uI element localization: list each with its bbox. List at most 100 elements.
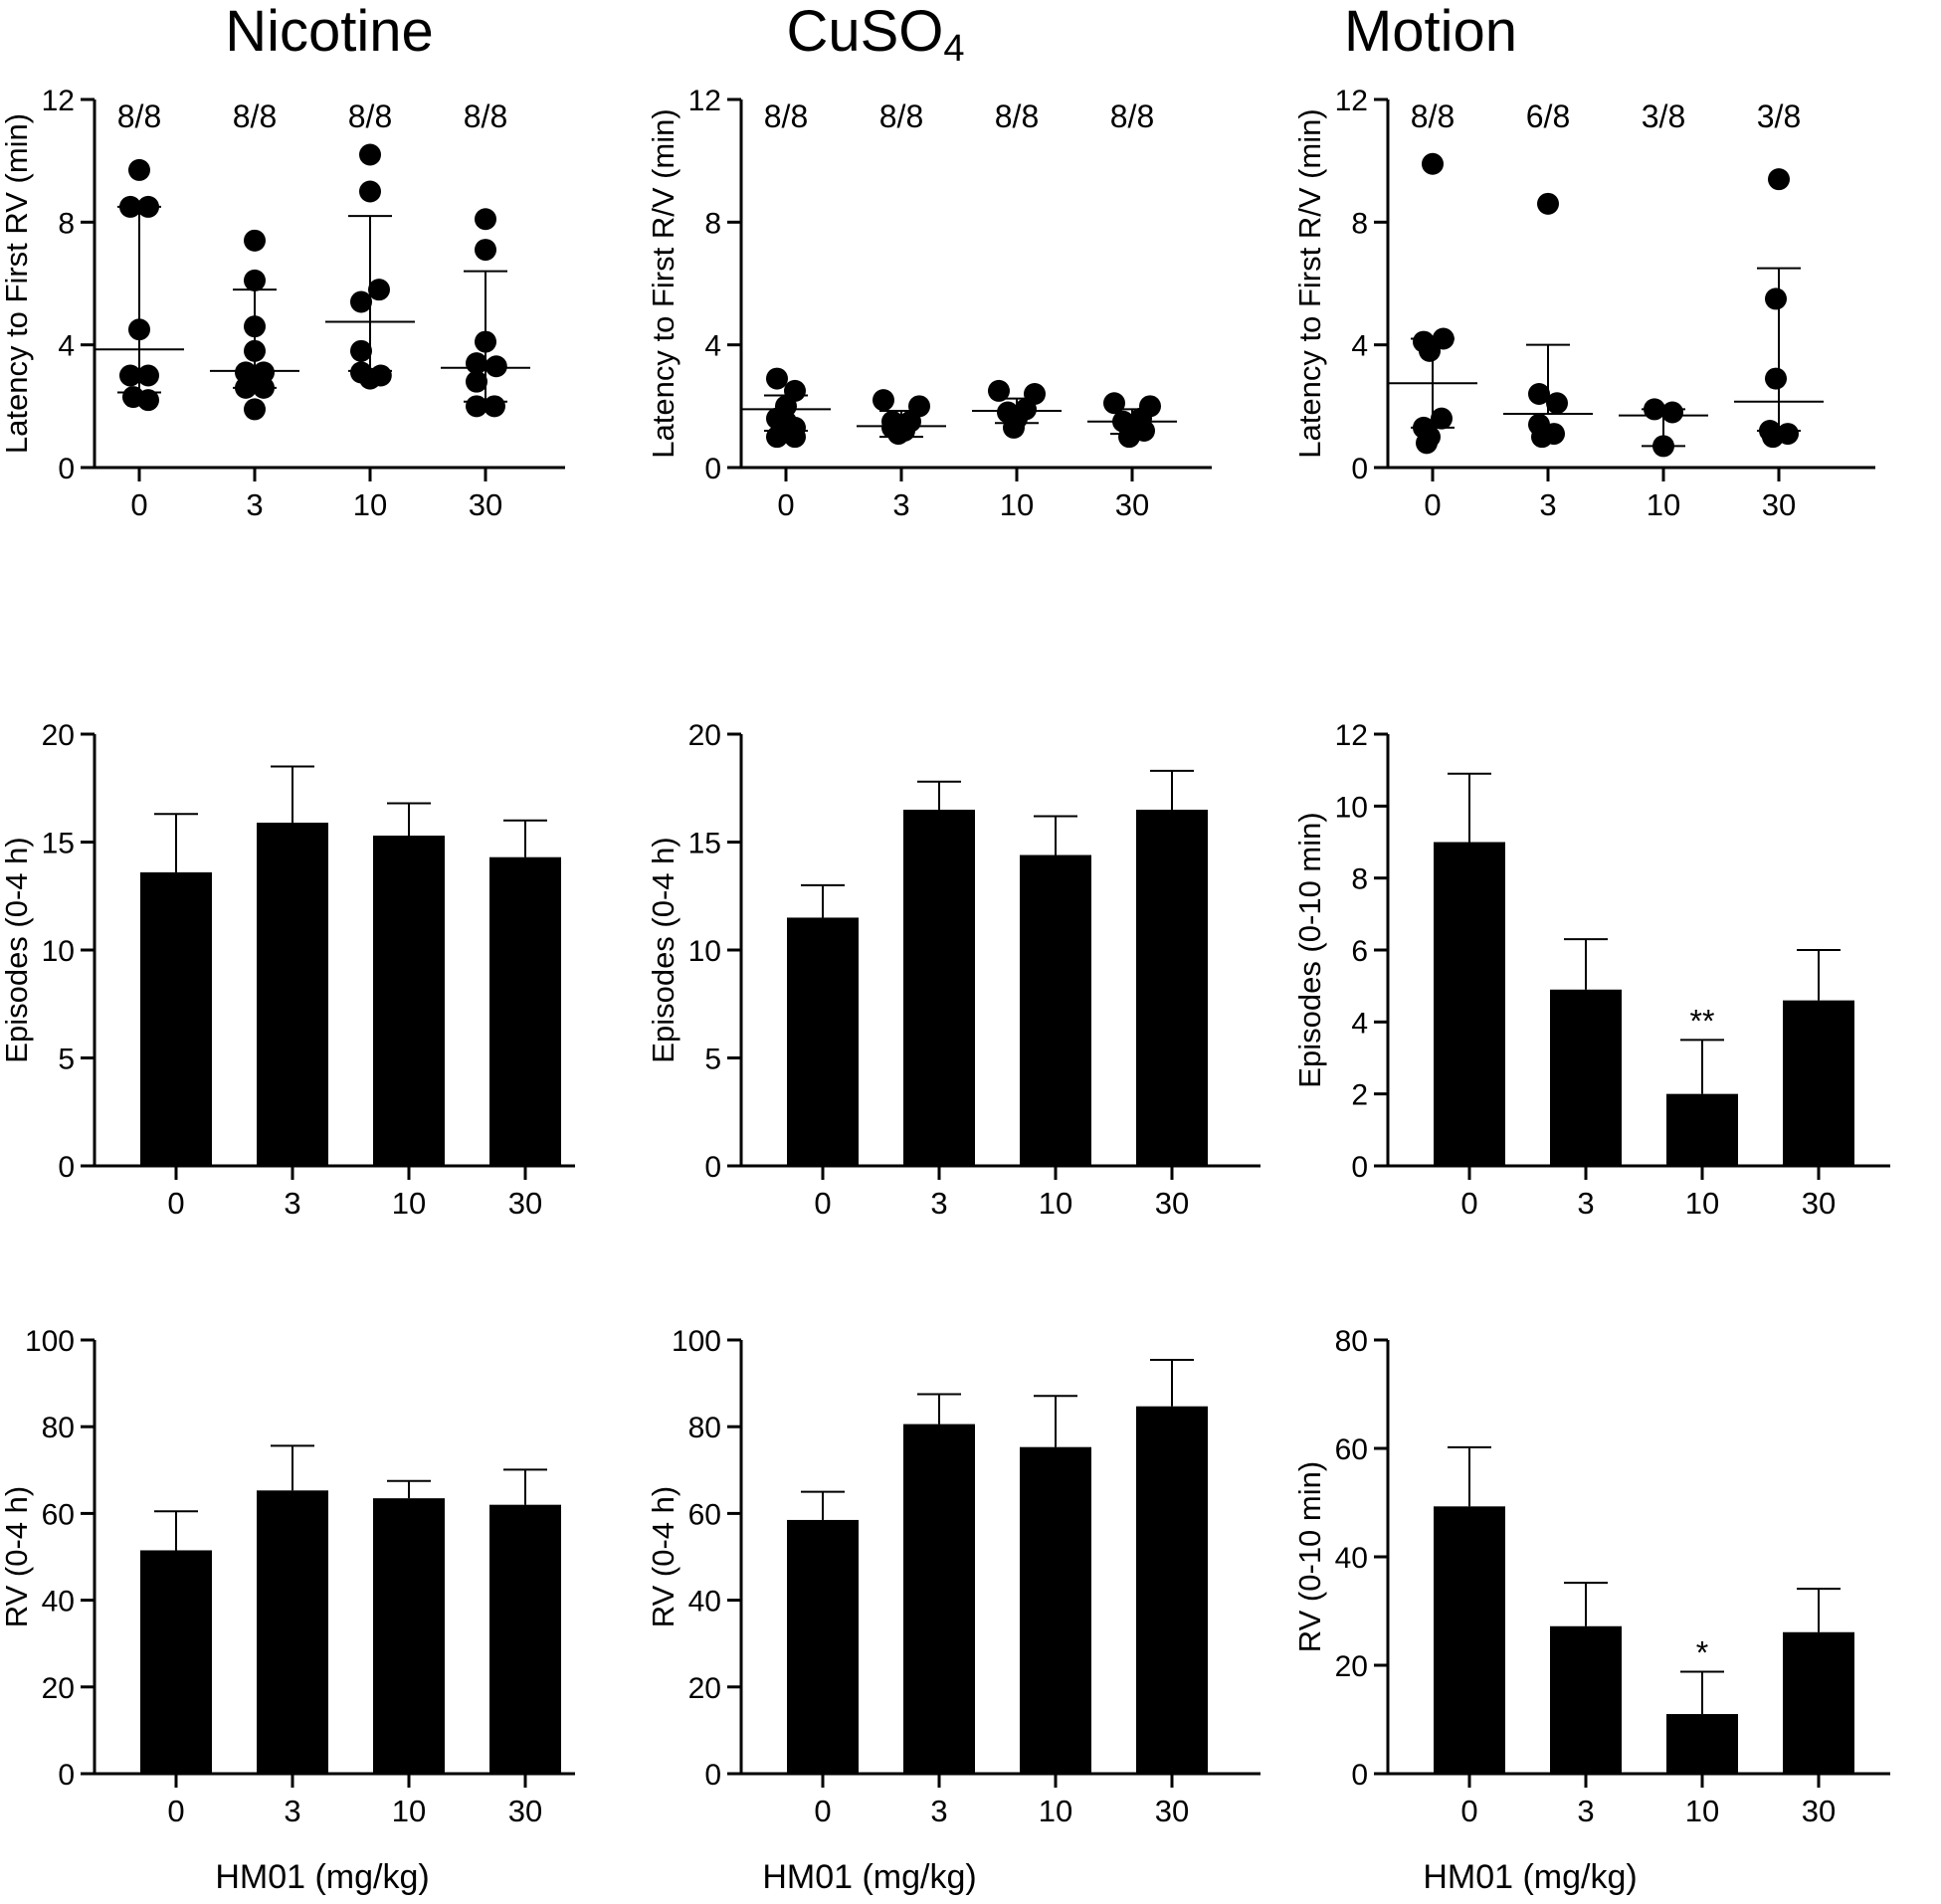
data-point (766, 367, 788, 390)
responder-count-label: 8/8 (995, 98, 1039, 134)
x-tick-label: 0 (777, 487, 794, 522)
significance-marker: ** (1690, 1003, 1715, 1039)
data-point (137, 389, 159, 412)
y-axis-title: Latency to First R/V (min) (1293, 108, 1327, 458)
x-tick-label: 3 (1539, 487, 1556, 522)
x-tick-label: 3 (1577, 1186, 1594, 1221)
data-point (988, 379, 1010, 402)
data-point (466, 370, 487, 393)
y-axis-title: Latency to First R/V (min) (647, 108, 680, 458)
y-tick-label: 5 (704, 1044, 721, 1076)
y-tick-label: 15 (688, 828, 721, 860)
bar (787, 917, 859, 1166)
chart-nicotine-rv: 0 20 40 60 80 100 0 3 10 30 RV (0-4 h) (0, 1325, 575, 1828)
y-tick-label: 10 (1335, 791, 1368, 824)
responder-count-label: 8/8 (764, 98, 808, 134)
y-tick-label: 80 (1335, 1325, 1368, 1358)
y-tick-label: 0 (704, 1759, 721, 1792)
y-tick-label: 60 (688, 1498, 721, 1531)
y-tick-label: 0 (704, 1151, 721, 1184)
x-tick-label: 0 (814, 1794, 831, 1828)
data-point (235, 361, 257, 384)
bar (1550, 1625, 1622, 1774)
x-tick-label: 3 (930, 1186, 947, 1221)
y-tick-label: 40 (1335, 1542, 1368, 1575)
y-tick-label: 0 (1351, 1759, 1368, 1792)
data-point (244, 229, 266, 252)
y-tick-label: 2 (1351, 1079, 1368, 1112)
bar (903, 1424, 975, 1774)
bar (489, 857, 561, 1166)
data-point (1762, 426, 1784, 449)
responder-count-label: 8/8 (348, 98, 392, 134)
x-tick-label: 0 (814, 1186, 831, 1221)
y-tick-label: 12 (42, 85, 75, 117)
bar (1136, 809, 1208, 1166)
data-point (1133, 420, 1155, 442)
data-point (1528, 383, 1550, 405)
bar (1783, 1631, 1854, 1774)
x-axis-title-motion: HM01 (mg/kg) (1423, 1858, 1638, 1896)
x-tick-label: 30 (1155, 1186, 1189, 1221)
x-tick-label: 10 (1685, 1186, 1719, 1221)
bar (1666, 1714, 1738, 1774)
y-axis-title: RV (0-10 min) (1293, 1461, 1327, 1652)
y-tick-label: 10 (688, 935, 721, 968)
data-point (1416, 432, 1438, 455)
y-tick-label: 0 (58, 1759, 75, 1792)
y-tick-label: 40 (42, 1586, 75, 1618)
y-tick-label: 20 (688, 719, 721, 752)
column-title-nicotine: Nicotine (225, 0, 434, 64)
column-title-cuso4-main: CuSO (786, 0, 944, 64)
y-tick-label: 8 (704, 207, 721, 240)
data-point (1003, 416, 1025, 439)
x-tick-label: 0 (1460, 1186, 1477, 1221)
y-tick-label: 0 (58, 453, 75, 485)
y-axis-title: Episodes (0-4 h) (647, 837, 680, 1062)
responder-count-label: 8/8 (1110, 98, 1154, 134)
x-tick-label: 10 (1000, 487, 1034, 522)
y-axis-title: Episodes (0-10 min) (1293, 812, 1327, 1087)
x-tick-label: 30 (1155, 1794, 1189, 1828)
bar (1783, 1000, 1854, 1166)
y-tick-label: 6 (1351, 935, 1368, 968)
bar (903, 809, 975, 1166)
y-tick-label: 4 (1351, 330, 1368, 363)
data-point (137, 364, 159, 387)
column-title-cuso4-subscript: 4 (943, 28, 965, 70)
y-tick-label: 0 (704, 453, 721, 485)
bar (140, 871, 212, 1166)
bar (1434, 1506, 1505, 1774)
x-tick-label: 30 (508, 1186, 542, 1221)
y-tick-label: 20 (1335, 1650, 1368, 1683)
chart-cuso4-episodes: 0 5 10 15 20 0 3 10 30 Episodes (0-4 h) (647, 719, 1261, 1221)
y-tick-label: 20 (688, 1672, 721, 1705)
responder-count-label: 6/8 (1526, 98, 1570, 134)
x-axis-title-nicotine: HM01 (mg/kg) (215, 1858, 430, 1896)
x-tick-label: 30 (1762, 487, 1796, 522)
chart-nicotine-episodes: 0 5 10 15 20 0 3 10 30 Episodes (0-4 h) (0, 719, 575, 1221)
y-tick-label: 12 (1335, 719, 1368, 752)
x-tick-label: 0 (167, 1186, 184, 1221)
data-point (873, 389, 894, 412)
data-point (1768, 168, 1790, 191)
y-tick-label: 100 (672, 1325, 721, 1358)
x-tick-label: 3 (1577, 1794, 1594, 1828)
bar (257, 822, 328, 1166)
data-point (475, 239, 496, 262)
y-tick-label: 20 (42, 719, 75, 752)
data-point (350, 290, 372, 313)
y-tick-label: 12 (1335, 85, 1368, 117)
y-tick-label: 80 (688, 1412, 721, 1444)
x-tick-label: 30 (1802, 1186, 1836, 1221)
data-point (253, 361, 275, 384)
x-tick-label: 3 (246, 487, 263, 522)
x-tick-label: 10 (1647, 487, 1680, 522)
data-point (359, 367, 381, 390)
x-tick-label: 0 (1460, 1794, 1477, 1828)
y-axis-title: RV (0-4 h) (647, 1486, 680, 1627)
x-tick-label: 10 (353, 487, 387, 522)
responder-count-label: 3/8 (1757, 98, 1801, 134)
x-tick-label: 3 (930, 1794, 947, 1828)
data-point (359, 143, 381, 166)
